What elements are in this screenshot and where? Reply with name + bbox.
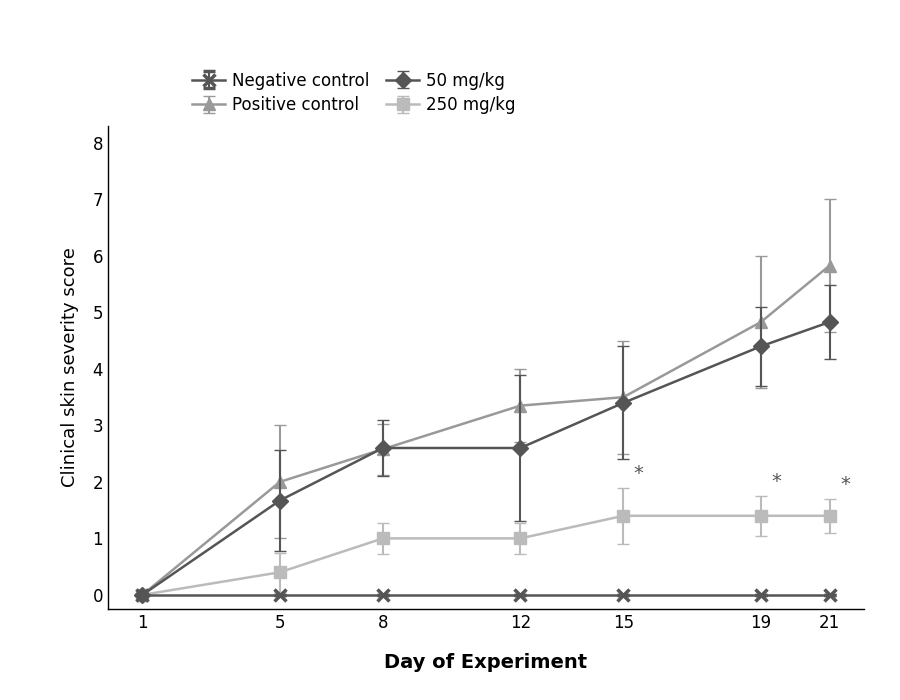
Y-axis label: Clinical skin severity score: Clinical skin severity score bbox=[60, 248, 78, 487]
Text: *: * bbox=[840, 475, 850, 494]
X-axis label: Day of Experiment: Day of Experiment bbox=[384, 652, 588, 672]
Text: *: * bbox=[634, 464, 643, 483]
Text: *: * bbox=[771, 473, 781, 491]
Legend: Negative control, Positive control, 50 mg/kg, 250 mg/kg: Negative control, Positive control, 50 m… bbox=[192, 71, 516, 114]
